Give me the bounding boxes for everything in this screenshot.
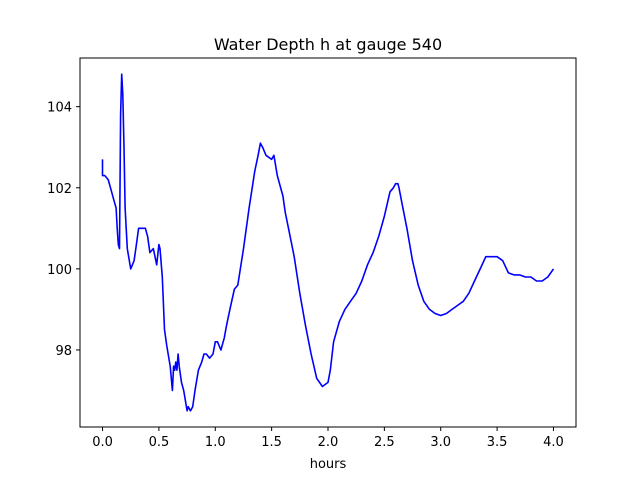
x-tick-label: 4.0	[543, 435, 564, 450]
series-line	[101, 73, 555, 412]
plot-area	[101, 73, 555, 412]
y-tick-label: 100	[47, 263, 72, 278]
y-tick-label: 98	[55, 344, 72, 359]
y-tick-label: 102	[47, 182, 72, 197]
x-tick-label: 3.0	[430, 435, 451, 450]
y-tick-label: 104	[47, 101, 72, 116]
axes-frame	[79, 57, 577, 428]
chart-title: Water Depth h at gauge 540	[214, 35, 442, 54]
axis-ticks: 0.0 0.5 1.0 1.5 2.0 2.5 3.0 3.5 4.0 98 100 102 104	[47, 101, 564, 450]
x-tick-label: 2.5	[374, 435, 395, 450]
x-tick-label: 0.5	[149, 435, 170, 450]
x-tick-label: 1.5	[261, 435, 282, 450]
x-tick-label: 0.0	[92, 435, 113, 450]
x-tick-label: 2.0	[318, 435, 339, 450]
x-tick-label: 1.0	[205, 435, 226, 450]
x-axis-label: hours	[310, 457, 347, 472]
x-tick-label: 3.5	[487, 435, 508, 450]
